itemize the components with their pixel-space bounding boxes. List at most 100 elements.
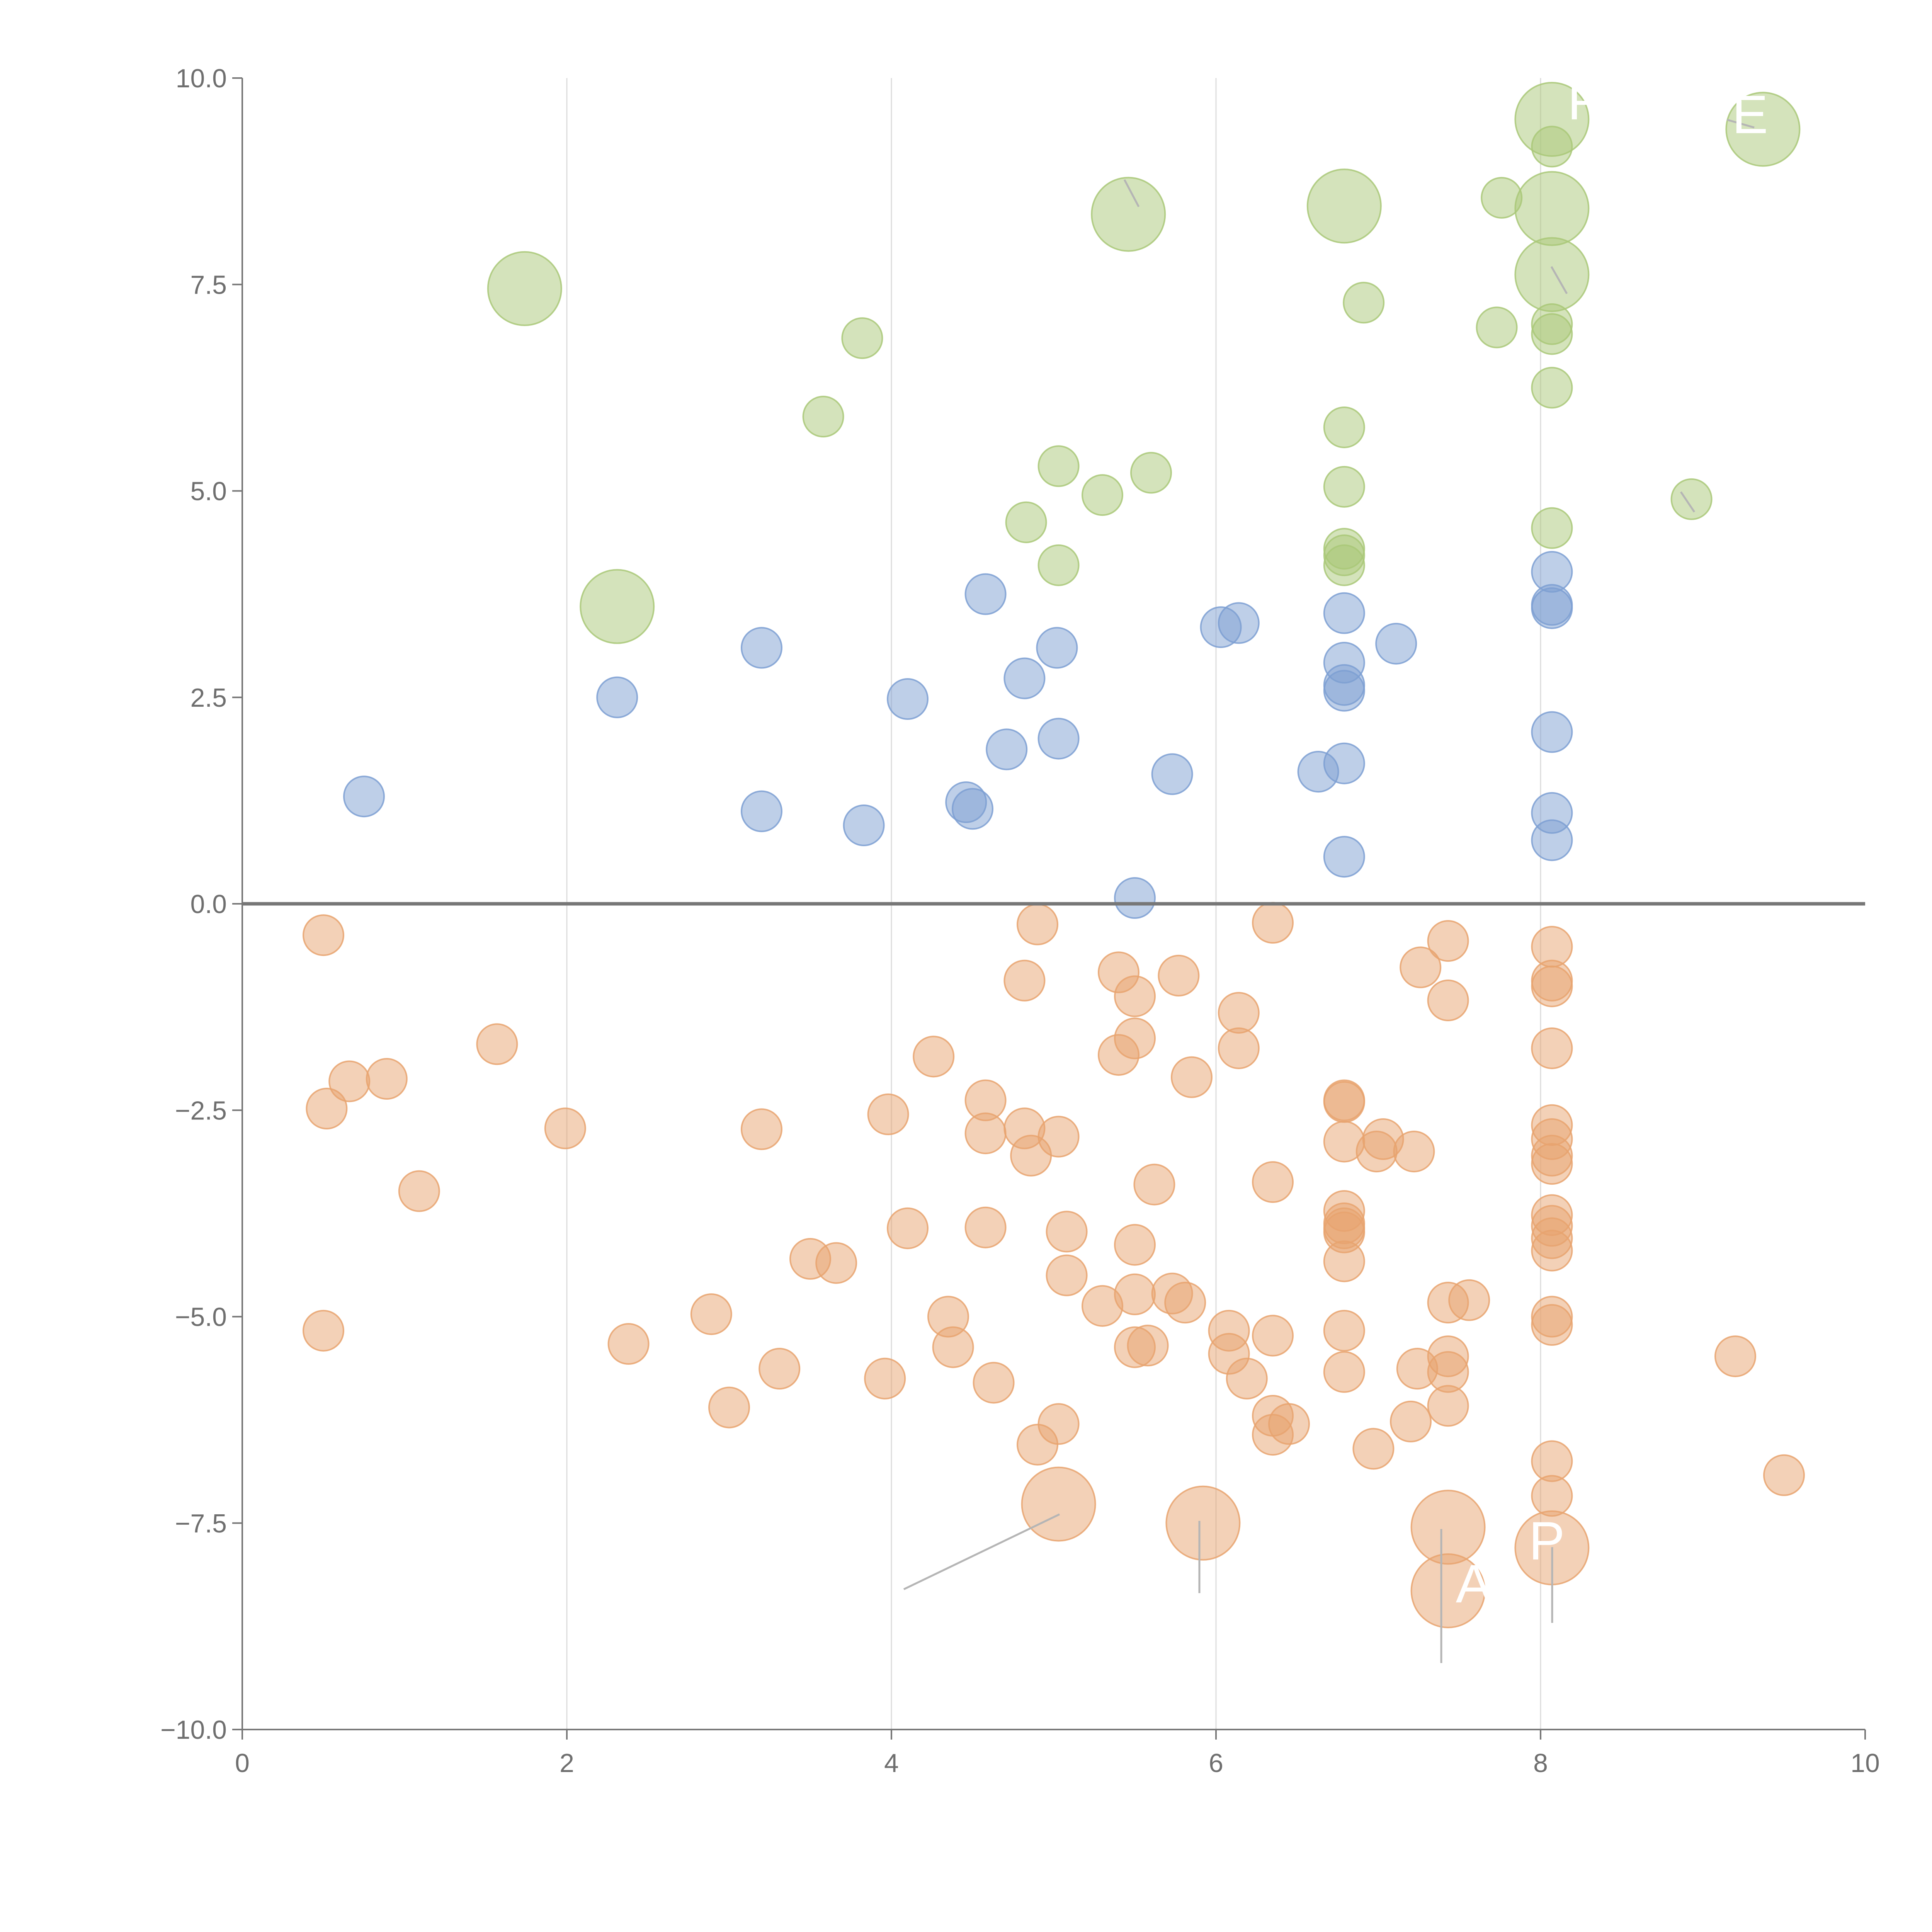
orange-point-46 (1158, 954, 1200, 997)
blue-point-16 (1218, 602, 1260, 644)
leader-line-5 (1550, 266, 1568, 294)
point-annotation-label: A (1456, 1553, 1492, 1614)
green-point-24 (1531, 313, 1573, 355)
orange-point-12 (759, 1348, 801, 1390)
orange-point-60 (1268, 1403, 1310, 1445)
y-tick-label: 2.5 (190, 683, 227, 713)
y-tick-label: −10.0 (160, 1715, 227, 1745)
green-point-15 (1323, 544, 1365, 586)
green-point-22 (1514, 237, 1590, 312)
orange-point-98 (1531, 1230, 1573, 1272)
annotation-layer: P EAP (903, 70, 1768, 1663)
orange-point-54 (1226, 1357, 1268, 1400)
orange-point-40 (1114, 1224, 1156, 1266)
orange-point-48 (1171, 1056, 1213, 1098)
orange-point-39 (1114, 1017, 1156, 1060)
orange-point-52 (1218, 992, 1260, 1034)
orange-point-18 (913, 1036, 955, 1078)
orange-point-53 (1218, 1027, 1260, 1069)
orange-point-0 (303, 914, 344, 956)
orange-point-9 (690, 1293, 732, 1335)
orange-point-32 (1021, 1466, 1096, 1542)
orange-point-17 (887, 1207, 929, 1249)
orange-point-62 (1323, 1081, 1365, 1123)
orange-point-78 (1427, 920, 1469, 962)
orange-point-31 (1037, 1403, 1080, 1445)
orange-point-84 (1410, 1490, 1486, 1565)
orange-point-34 (1046, 1254, 1088, 1296)
blue-point-21 (1323, 670, 1365, 712)
orange-point-25 (1003, 959, 1046, 1002)
orange-point-69 (1323, 1310, 1365, 1352)
green-point-20 (1531, 126, 1573, 168)
point-annotation-label: E (1732, 84, 1768, 145)
orange-point-102 (1531, 1475, 1573, 1517)
blue-point-11 (1036, 627, 1078, 669)
green-point-0 (487, 251, 562, 326)
y-tick-label: 0.0 (190, 889, 227, 919)
orange-point-100 (1531, 1304, 1573, 1346)
orange-point-10 (708, 1386, 750, 1429)
green-point-1 (580, 569, 655, 644)
y-tick-label: 10.0 (176, 64, 227, 93)
x-tick-label: 6 (1209, 1748, 1223, 1778)
orange-point-77 (1400, 946, 1442, 988)
orange-point-11 (741, 1108, 782, 1150)
point-annotation-label: P (1529, 1510, 1565, 1571)
blue-point-10 (1003, 657, 1046, 699)
orange-point-94 (1531, 1143, 1573, 1185)
blue-point-28 (1531, 711, 1573, 753)
green-point-27 (1670, 478, 1713, 520)
orange-point-57 (1252, 1315, 1294, 1357)
leader-line-6 (1680, 491, 1696, 513)
y-tick-label: 5.0 (190, 477, 227, 506)
x-tick-label: 4 (884, 1748, 899, 1778)
blue-point-22 (1323, 742, 1365, 784)
green-point-16 (1343, 282, 1385, 324)
blue-point-5 (887, 678, 929, 720)
orange-point-47 (1164, 1282, 1206, 1324)
y-tick-label: −7.5 (175, 1509, 227, 1538)
x-tick-label: 10 (1850, 1748, 1880, 1778)
bubble-layer (303, 82, 1805, 1628)
orange-point-3 (366, 1058, 408, 1100)
orange-point-1 (306, 1087, 348, 1129)
orange-point-16 (867, 1093, 909, 1135)
blue-point-18 (1323, 592, 1365, 634)
orange-point-41 (1114, 1273, 1156, 1315)
green-point-12 (1323, 466, 1365, 508)
blue-point-7 (952, 788, 993, 830)
orange-point-49 (1165, 1485, 1241, 1561)
orange-point-75 (1393, 1131, 1435, 1173)
orange-point-90 (1531, 1027, 1573, 1069)
green-point-11 (1323, 406, 1365, 448)
blue-point-9 (986, 728, 1028, 770)
orange-point-55 (1252, 902, 1294, 944)
blue-point-3 (741, 790, 782, 832)
green-point-4 (1005, 501, 1047, 543)
blue-point-23 (1323, 836, 1365, 878)
orange-point-23 (964, 1206, 1007, 1248)
blue-point-2 (741, 627, 782, 669)
orange-point-8 (607, 1323, 650, 1365)
orange-point-56 (1252, 1161, 1294, 1203)
orange-point-14 (815, 1242, 857, 1284)
green-point-28 (1725, 92, 1801, 167)
orange-point-7 (544, 1107, 586, 1150)
orange-point-30 (1037, 1116, 1080, 1158)
axis-layer: −10.0 −7.5 −5.0 −2.5 0.0 2.5 5.0 7.5 10.0 0 2 4 6 8 10 (160, 64, 1880, 1778)
green-point-17 (1476, 306, 1518, 349)
green-point-25 (1531, 367, 1573, 409)
orange-point-74 (1390, 1400, 1432, 1442)
orange-point-44 (1133, 1163, 1175, 1206)
orange-point-24 (973, 1362, 1015, 1404)
green-point-3 (841, 317, 883, 359)
blue-point-13 (1114, 877, 1156, 919)
orange-point-15 (864, 1357, 906, 1400)
blue-point-8 (964, 573, 1007, 615)
blue-point-0 (343, 776, 385, 818)
x-tick-label: 0 (235, 1748, 250, 1778)
green-point-10 (1306, 168, 1382, 244)
